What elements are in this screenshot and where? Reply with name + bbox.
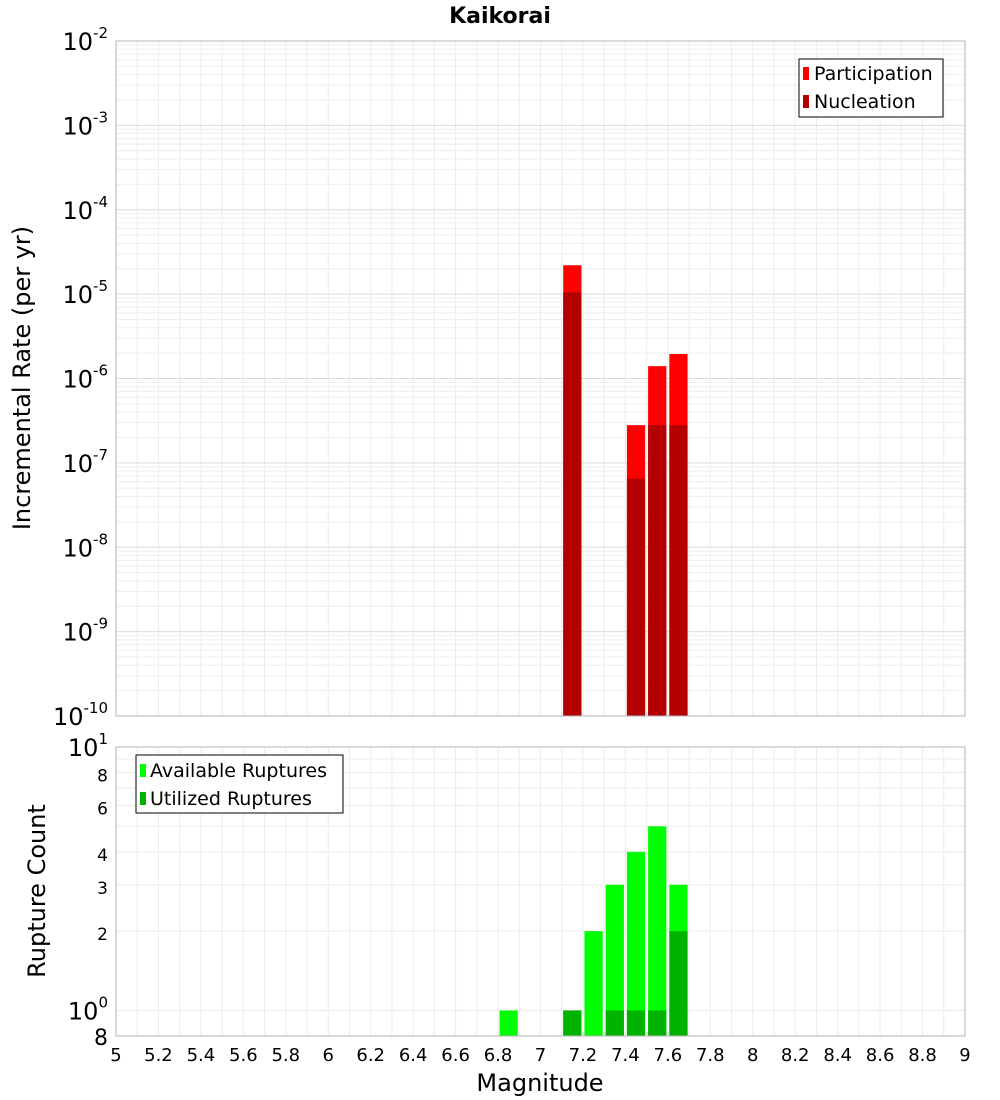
x-tick-label: 7.4: [611, 1045, 640, 1066]
x-tick-label: 7.2: [569, 1045, 598, 1066]
bottom-bar-series-1: [626, 1010, 646, 1036]
top-bar-series-1: [669, 425, 688, 716]
top-legend: Participation Nucleation: [798, 58, 944, 118]
x-tick-label: 7.8: [696, 1045, 725, 1066]
bottom-y-tick-label: 3: [97, 879, 108, 899]
bottom-bar-series-1: [648, 1010, 667, 1036]
x-tick-label: 5.6: [229, 1045, 258, 1066]
legend-swatch-utilized: [140, 792, 146, 805]
bottom-bar-series-0: [626, 851, 646, 1036]
x-tick-label: 7: [535, 1045, 546, 1066]
x-tick-label: 6: [323, 1045, 334, 1066]
x-tick-label: 5.8: [271, 1045, 300, 1066]
bottom-y-tick-label: 2: [97, 925, 108, 945]
legend-label-participation: Participation: [814, 63, 933, 85]
x-tick-label: 7.6: [654, 1045, 683, 1066]
top-plot-frame: [115, 40, 966, 717]
top-y-tick-label: 10-6: [62, 362, 108, 394]
top-bar-series-1: [648, 425, 667, 716]
top-legend-box: [798, 58, 944, 118]
x-tick-label: 8.4: [823, 1045, 852, 1066]
bottom-bars: [499, 826, 688, 1036]
top-gridlines: [116, 41, 965, 717]
chart-title: Kaikorai: [449, 4, 551, 29]
bottom-bar-series-1: [669, 931, 688, 1036]
bottom-y-tick-label: 100: [68, 993, 108, 1025]
x-tick-labels: 5 5.2 5.4 5.6 5.8 6 6.2 6.4 6.6 6.8 7 7.2 7.4 7.6 7.8 8…: [110, 1045, 970, 1066]
bottom-bar-series-0: [499, 1010, 518, 1036]
bottom-y-axis-label: Rupture Count: [23, 804, 51, 978]
top-bar-series-1: [626, 478, 646, 716]
top-y-axis-label: Incremental Rate (per yr): [8, 226, 36, 530]
top-bars: [563, 265, 688, 716]
top-y-tick-label: 10-4: [62, 193, 108, 225]
top-y-tick-label: 10-3: [62, 108, 108, 140]
x-tick-label: 5.4: [187, 1045, 216, 1066]
x-tick-label: 8.8: [908, 1045, 937, 1066]
top-y-tick-label: 10-8: [62, 530, 108, 562]
bottom-y-tick-label: 8: [94, 1026, 108, 1051]
legend-label-nucleation: Nucleation: [814, 91, 916, 113]
top-y-tick-label: 10-2: [62, 24, 108, 56]
x-axis-label: Magnitude: [476, 1069, 603, 1097]
x-tick-label: 5: [110, 1045, 121, 1066]
bottom-y-tick-label: 8: [97, 767, 108, 787]
x-tick-label: 5.2: [144, 1045, 173, 1066]
x-tick-label: 8.2: [781, 1045, 810, 1066]
top-y-tick-label: 10-5: [62, 277, 108, 309]
legend-label-available: Available Ruptures: [150, 760, 327, 782]
top-y-tick-labels: 10-10 10-9 10-8 10-7 10-6 10-5 10-4 10-3 10-2: [53, 24, 108, 731]
bottom-y-tick-label: 4: [97, 846, 108, 866]
x-tick-label: 6.2: [356, 1045, 385, 1066]
legend-swatch-available: [140, 764, 146, 777]
x-tick-label: 6.6: [441, 1045, 470, 1066]
bottom-legend-box: [135, 754, 344, 814]
top-bar-series-1: [563, 292, 582, 716]
legend-swatch-nucleation: [803, 95, 809, 108]
x-tick-label: 6.4: [399, 1045, 428, 1066]
bottom-bar-series-1: [563, 1010, 582, 1036]
bottom-plot-frame: [115, 746, 966, 1037]
x-tick-label: 9: [959, 1045, 970, 1066]
bottom-bar-series-0: [648, 826, 667, 1036]
bottom-y-tick-label: 101: [68, 730, 108, 762]
bottom-y-tick-label: 6: [97, 799, 108, 819]
legend-swatch-participation: [803, 67, 809, 80]
bottom-bar-series-1: [605, 1010, 624, 1036]
legend-label-utilized: Utilized Ruptures: [150, 788, 312, 810]
bottom-legend: Available Ruptures Utilized Ruptures: [135, 754, 344, 814]
top-y-tick-label: 10-7: [62, 446, 108, 478]
x-tick-label: 8: [747, 1045, 758, 1066]
x-tick-label: 8.6: [866, 1045, 895, 1066]
top-y-tick-label: 10-9: [62, 615, 108, 647]
x-tick-label: 6.8: [484, 1045, 513, 1066]
bottom-bar-series-0: [605, 884, 624, 1036]
bottom-bar-series-0: [584, 931, 603, 1036]
top-y-tick-label: 10-10: [53, 699, 108, 731]
